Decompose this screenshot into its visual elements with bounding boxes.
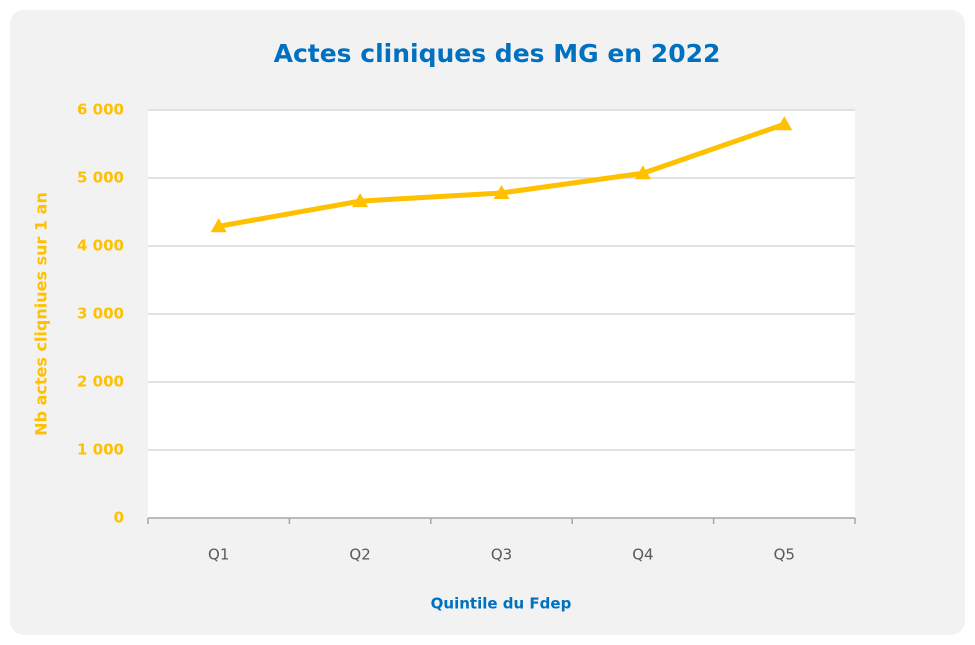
y-tick-label: 3 000	[77, 305, 124, 323]
y-axis-title: Nb actes cliqniues sur 1 an	[32, 192, 51, 436]
chart-title: Actes cliniques des MG en 2022	[274, 39, 721, 68]
data-marker	[210, 218, 227, 233]
y-tick-label: 5 000	[77, 169, 124, 187]
data-marker	[634, 165, 651, 180]
x-tick-label: Q5	[774, 546, 795, 564]
x-tick-label: Q3	[491, 546, 512, 564]
y-tick-label: 2 000	[77, 373, 124, 391]
data-marker	[776, 116, 793, 131]
data-marker	[493, 184, 510, 199]
y-tick-label: 1 000	[77, 441, 124, 459]
y-tick-label: 4 000	[77, 237, 124, 255]
y-tick-label: 6 000	[77, 101, 124, 119]
x-tick-label: Q4	[632, 546, 653, 564]
y-tick-label: 0	[114, 509, 124, 527]
x-axis-title: Quintile du Fdep	[431, 595, 572, 613]
data-marker	[352, 193, 369, 208]
x-tick-label: Q1	[208, 546, 229, 564]
x-tick-label: Q2	[349, 546, 370, 564]
